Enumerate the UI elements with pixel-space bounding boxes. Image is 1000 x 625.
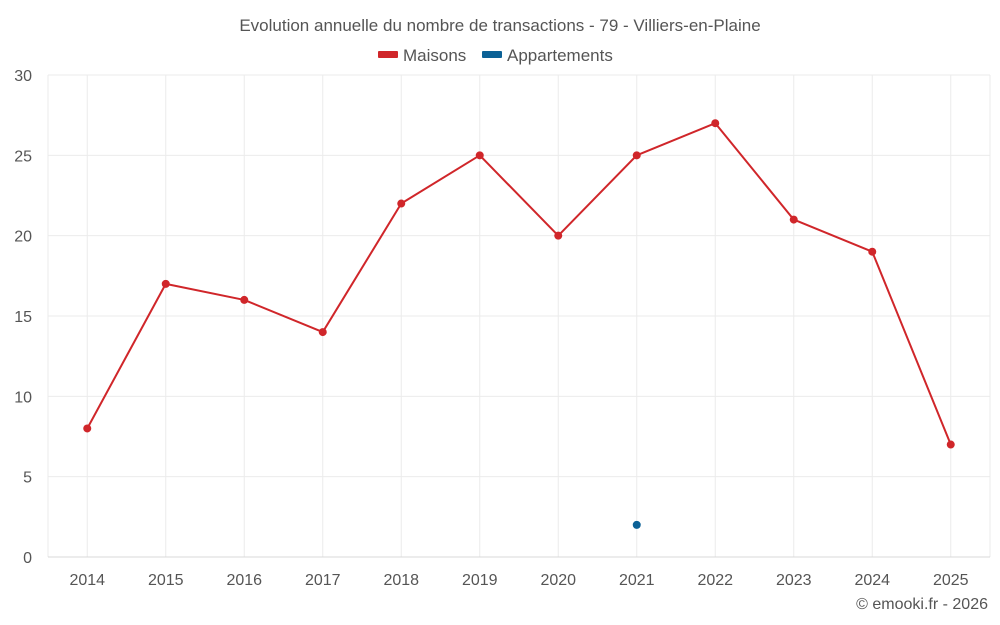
data-point-maisons: [161, 279, 170, 288]
y-tick-label: 0: [23, 550, 32, 567]
y-tick-label: 20: [14, 229, 32, 246]
x-tick-label: 2020: [540, 572, 576, 589]
x-tick-label: 2016: [226, 572, 262, 589]
y-tick-label: 15: [14, 309, 32, 326]
gridlines: [47, 74, 991, 557]
data-point-maisons: [632, 151, 641, 160]
data-point-maisons: [83, 424, 92, 433]
data-point-maisons: [711, 119, 720, 128]
y-tick-label: 10: [14, 389, 32, 406]
y-tick-label: 25: [14, 148, 32, 165]
data-point-maisons: [554, 231, 563, 240]
credit-text: © emooki.fr - 2026: [856, 596, 988, 613]
data-point-maisons: [475, 151, 484, 160]
legend-swatch-appartements: [482, 51, 502, 58]
y-tick-label: 5: [23, 470, 32, 487]
x-tick-label: 2025: [933, 572, 969, 589]
y-tick-label: 30: [14, 68, 32, 85]
data-point-maisons: [946, 440, 955, 449]
data-point-maisons: [397, 199, 406, 208]
legend-label-appartements[interactable]: Appartements: [507, 46, 613, 65]
data-point-appartements: [632, 520, 641, 529]
legend-swatch-maisons: [378, 51, 398, 58]
x-tick-label: 2017: [305, 572, 341, 589]
legend: Maisons Appartements: [378, 46, 613, 65]
data-point-maisons: [318, 328, 327, 337]
x-tick-label: 2014: [69, 572, 105, 589]
x-tick-label: 2021: [619, 572, 655, 589]
series-line-maisons: [86, 122, 952, 445]
chart-title: Evolution annuelle du nombre de transact…: [239, 16, 760, 35]
x-tick-label: 2019: [462, 572, 498, 589]
x-tick-label: 2015: [148, 572, 184, 589]
series: [83, 119, 955, 529]
x-tick-label: 2024: [854, 572, 890, 589]
x-tick-label: 2022: [697, 572, 733, 589]
data-point-maisons: [789, 215, 798, 224]
legend-label-maisons[interactable]: Maisons: [403, 46, 466, 65]
data-point-maisons: [868, 247, 877, 256]
x-tick-label: 2018: [383, 572, 419, 589]
data-point-maisons: [240, 295, 249, 304]
x-tick-label: 2023: [776, 572, 812, 589]
